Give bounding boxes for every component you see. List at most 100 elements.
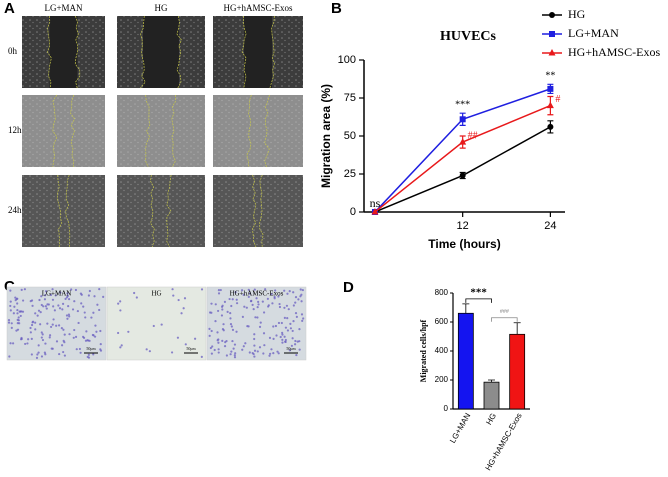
cell [43, 298, 47, 301]
cell [16, 312, 19, 315]
cell [210, 352, 213, 355]
cell [274, 289, 277, 292]
cell [193, 337, 197, 340]
y-tick-label: 200 [435, 375, 449, 384]
cell [39, 323, 42, 326]
cell [7, 318, 11, 322]
cell [292, 291, 295, 294]
chart-title: HUVECs [440, 29, 497, 44]
cell [269, 352, 272, 355]
cell [20, 288, 23, 291]
cell [292, 304, 295, 307]
cell [117, 302, 120, 305]
cell [220, 314, 224, 317]
cell [272, 325, 275, 328]
cell [272, 337, 275, 340]
annotation: # [555, 94, 560, 105]
cell [234, 352, 237, 355]
annotation: ** [545, 71, 555, 82]
cell [26, 342, 29, 345]
y-tick-label: 25 [344, 168, 356, 180]
cell [284, 338, 287, 342]
cell [13, 305, 16, 308]
cell [258, 325, 262, 328]
cell [73, 328, 76, 332]
error-bar [488, 379, 495, 383]
scale-label: 50μm [186, 346, 196, 351]
cell [48, 336, 51, 339]
cell [148, 350, 151, 353]
cell [268, 354, 271, 357]
cell [34, 328, 37, 331]
cell [277, 352, 280, 355]
annotation: *** [470, 286, 487, 298]
cell [65, 314, 69, 317]
cell [281, 333, 284, 336]
cell [160, 323, 163, 326]
cell [281, 331, 284, 334]
cell [83, 311, 86, 314]
cell [222, 323, 225, 326]
cell [84, 316, 87, 319]
cell [44, 290, 48, 293]
x-axis-title: Time (hours) [428, 237, 500, 251]
cell [51, 347, 54, 350]
marker [371, 208, 379, 215]
cell [214, 303, 217, 306]
cell [98, 308, 101, 312]
cell [259, 321, 262, 324]
texture [117, 175, 205, 247]
marker [459, 116, 466, 123]
cell [75, 348, 78, 351]
cell [20, 310, 23, 313]
cell [51, 323, 54, 326]
cell [37, 344, 40, 347]
cell [223, 345, 227, 348]
cell [54, 294, 57, 297]
cell [296, 340, 299, 343]
y-tick-label: 600 [435, 317, 449, 326]
cell [67, 298, 71, 301]
cell [226, 310, 229, 313]
cell [68, 333, 71, 336]
micrograph [106, 286, 207, 361]
cell [41, 338, 45, 342]
cell [82, 335, 85, 338]
cell [184, 343, 187, 346]
cell [17, 316, 20, 319]
y-tick-label: 400 [435, 346, 449, 355]
cell [253, 355, 256, 358]
cell [230, 304, 233, 308]
cell [298, 348, 301, 351]
cell [261, 300, 264, 303]
cell [55, 324, 58, 327]
cell [283, 289, 286, 292]
cell [210, 329, 213, 333]
cell [294, 339, 297, 343]
cell [49, 293, 53, 297]
cell [30, 337, 33, 340]
cell [230, 325, 233, 328]
cell [268, 336, 272, 339]
cell [15, 329, 18, 332]
cell [286, 292, 289, 295]
cell [230, 350, 233, 353]
cell [248, 351, 251, 354]
wound-edge [47, 15, 52, 89]
column-label: HG [151, 290, 161, 298]
bar [483, 381, 500, 410]
column-label: HG [155, 3, 168, 13]
cell [176, 336, 180, 339]
cell [300, 313, 304, 316]
cell [224, 341, 227, 344]
cell [251, 351, 254, 355]
bracket [491, 317, 518, 322]
wound-edge [145, 94, 151, 168]
cell [253, 349, 257, 352]
cell [228, 297, 231, 301]
cell [9, 342, 12, 345]
cell [289, 322, 292, 325]
cell [70, 288, 73, 291]
x-tick-label: HG [484, 412, 498, 427]
